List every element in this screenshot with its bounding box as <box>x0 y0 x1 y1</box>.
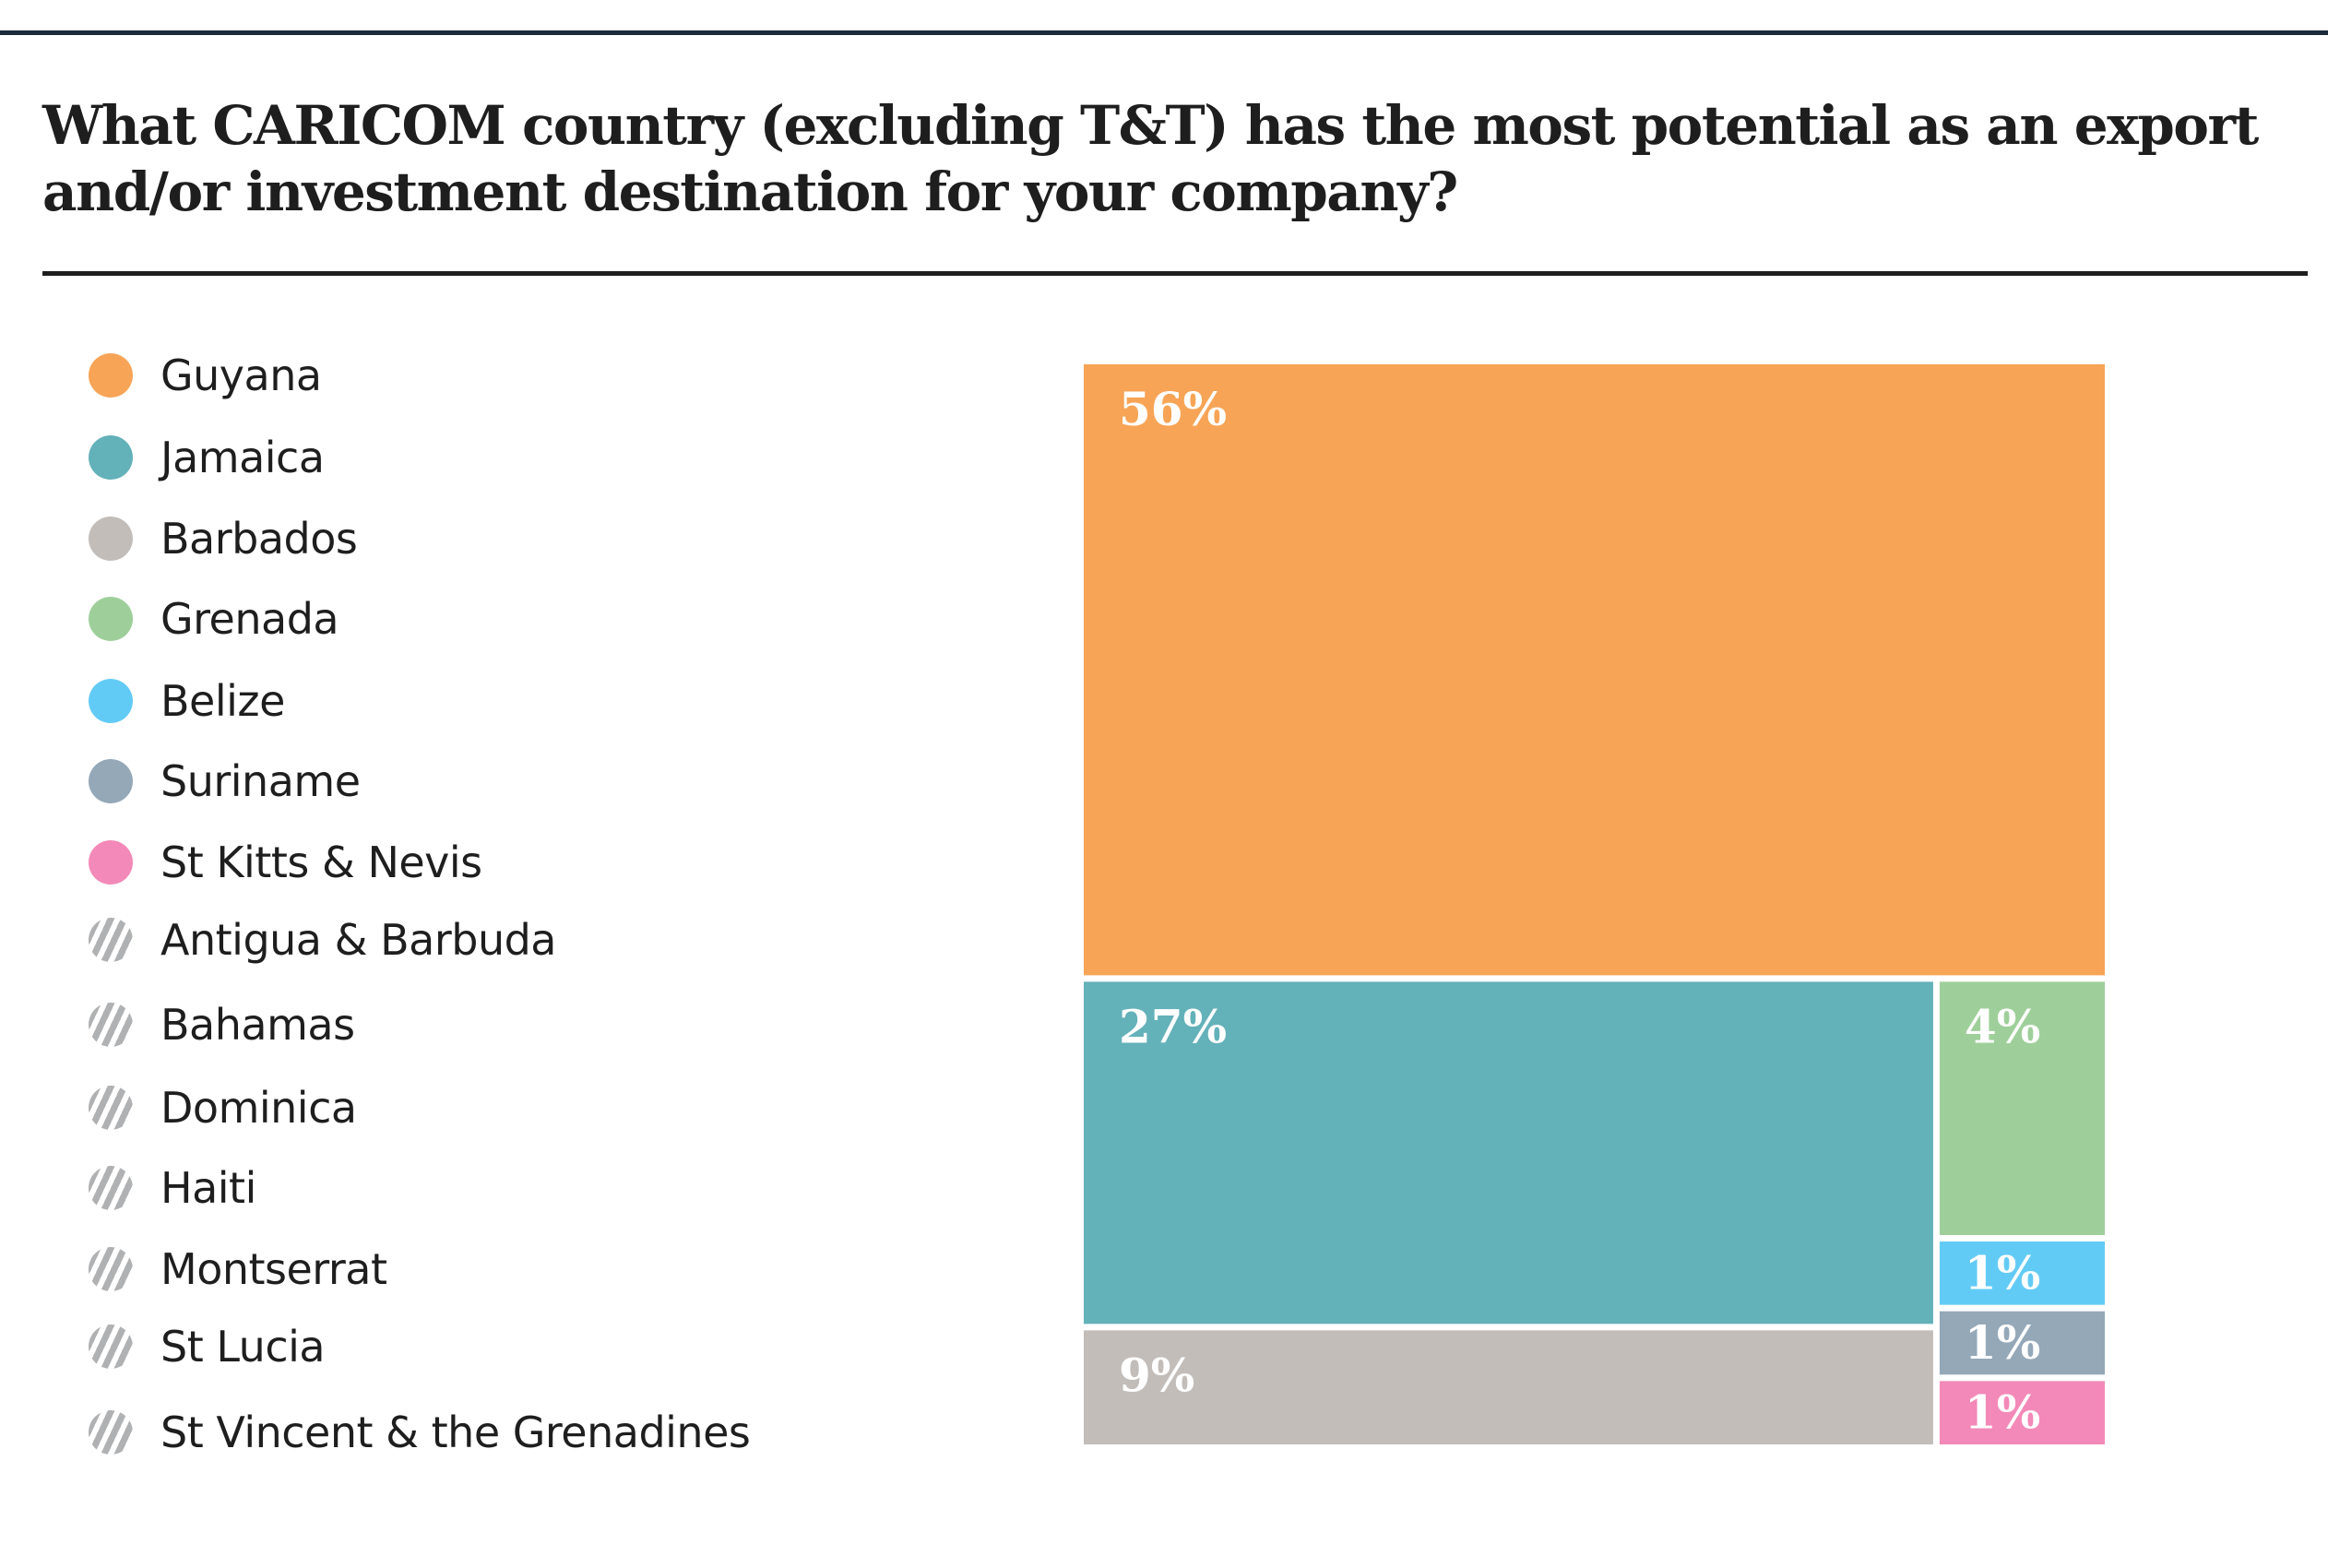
color-swatch-icon <box>89 759 133 803</box>
top-rule <box>0 30 2328 35</box>
legend-item: Barbados <box>89 513 358 564</box>
treemap-cell-grenada <box>1939 981 2105 1236</box>
color-swatch-icon <box>89 597 133 641</box>
legend-label: Jamaica <box>160 433 325 482</box>
legend-label: St Vincent & the Grenadines <box>160 1408 751 1457</box>
hatched-swatch-icon <box>89 1086 133 1130</box>
legend-item: St Kitts & Nevis <box>89 837 482 888</box>
data-label: 4% <box>1965 999 2040 1053</box>
color-swatch-icon <box>89 679 133 723</box>
hatched-swatch-icon <box>89 1324 133 1369</box>
treemap-cell-st-kitts-nevis <box>1939 1381 2105 1444</box>
legend-label: St Lucia <box>160 1322 326 1372</box>
legend-label: Haiti <box>160 1163 256 1213</box>
legend-item: Dominica <box>89 1082 357 1134</box>
legend-label: Suriname <box>160 756 361 806</box>
legend-item: St Vincent & the Grenadines <box>89 1407 751 1458</box>
chart-title: What CARICOM country (excluding T&T) has… <box>42 94 2259 223</box>
legend-label: Guyana <box>160 350 322 400</box>
color-swatch-icon <box>89 435 133 480</box>
color-swatch-icon <box>89 840 133 885</box>
legend-label: St Kitts & Nevis <box>160 837 482 887</box>
hatched-swatch-icon <box>89 1166 133 1210</box>
data-label: 1% <box>1965 1385 2040 1440</box>
legend-item: Jamaica <box>89 432 325 483</box>
hatched-swatch-icon <box>89 1410 133 1455</box>
legend-label: Grenada <box>160 594 339 644</box>
hatched-swatch-icon <box>89 1003 133 1047</box>
hatched-swatch-icon <box>89 918 133 962</box>
treemap-cell-barbados <box>1084 1330 1933 1444</box>
legend-item: Grenada <box>89 593 339 645</box>
treemap-cell-jamaica <box>1084 981 1933 1324</box>
legend-item: Antigua & Barbuda <box>89 914 557 966</box>
legend-label: Bahamas <box>160 1000 355 1050</box>
data-label: 27% <box>1119 999 1227 1053</box>
data-label: 1% <box>1965 1315 2040 1370</box>
legend-label: Barbados <box>160 514 358 564</box>
data-label: 1% <box>1965 1245 2040 1300</box>
legend-item: Montserrat <box>89 1243 387 1295</box>
data-label: 9% <box>1119 1348 1194 1402</box>
legend-item: Haiti <box>89 1162 256 1214</box>
treemap-cell-belize <box>1939 1241 2105 1305</box>
legend-label: Belize <box>160 676 285 726</box>
legend-label: Antigua & Barbuda <box>160 915 557 965</box>
hatched-swatch-icon <box>89 1247 133 1291</box>
legend-label: Dominica <box>160 1083 357 1133</box>
color-swatch-icon <box>89 517 133 561</box>
legend-label: Montserrat <box>160 1244 387 1294</box>
legend-item: Bahamas <box>89 999 355 1051</box>
legend-item: Suriname <box>89 755 361 807</box>
legend-item: Belize <box>89 675 285 727</box>
color-swatch-icon <box>89 353 133 398</box>
legend-item: Guyana <box>89 350 322 401</box>
title-rule <box>42 271 2308 276</box>
data-label: 56% <box>1119 382 1227 436</box>
legend-item: St Lucia <box>89 1321 326 1372</box>
treemap-cell-guyana <box>1084 364 2105 976</box>
treemap-cell-suriname <box>1939 1311 2105 1375</box>
